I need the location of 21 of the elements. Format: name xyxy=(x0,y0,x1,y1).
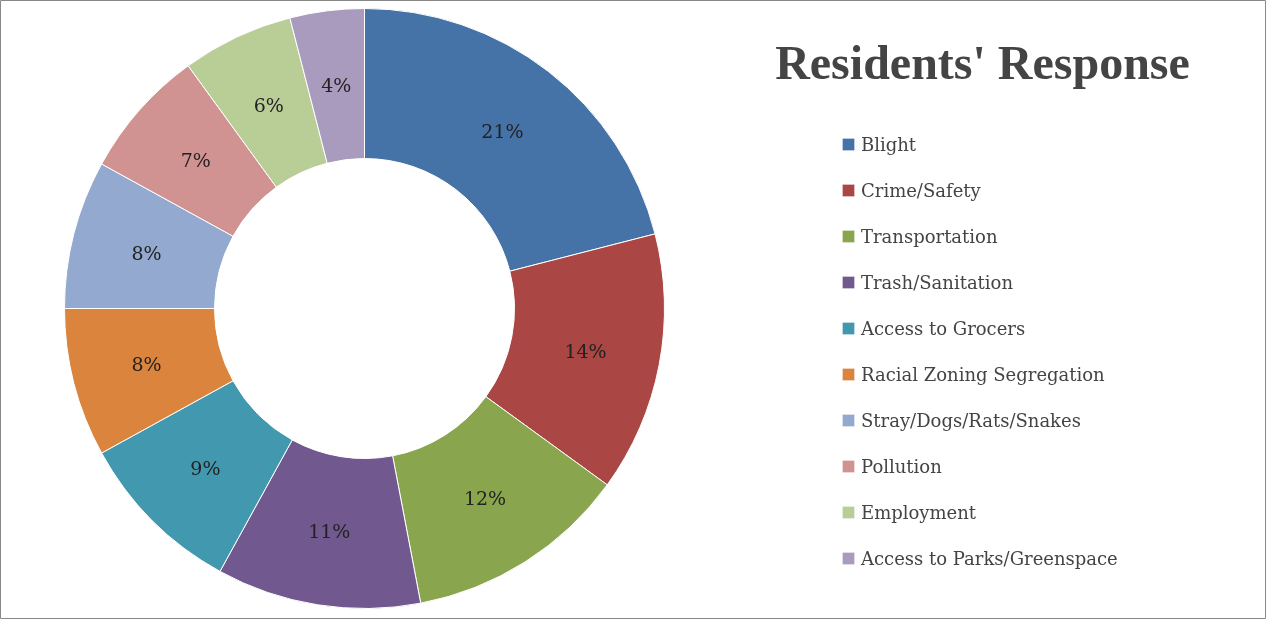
legend-label: Stray/Dogs/Rats/Snakes xyxy=(861,409,1081,431)
legend-label: Racial Zoning Segregation xyxy=(861,363,1105,385)
legend-label: Pollution xyxy=(861,455,942,477)
data-label: 12% xyxy=(463,487,507,510)
data-label: 11% xyxy=(308,519,351,542)
data-label: 8% xyxy=(131,241,162,264)
legend-label: Blight xyxy=(861,133,917,155)
legend-label: Access to Grocers xyxy=(861,317,1026,339)
legend-label: Crime/Safety xyxy=(861,179,981,201)
text: Residents' Response xyxy=(775,36,1190,89)
data-label: 7% xyxy=(180,148,211,171)
legend-label: Transportation xyxy=(861,225,998,247)
legend-label: Employment xyxy=(861,501,977,523)
data-label: 6% xyxy=(253,93,284,116)
data-label: 14% xyxy=(564,339,607,362)
data-label: 4% xyxy=(321,74,352,97)
data-label: 8% xyxy=(131,353,162,376)
legend-label: Access to Parks/Greenspace xyxy=(861,547,1118,569)
data-label: 9% xyxy=(190,456,221,479)
data-label: 21% xyxy=(481,119,524,142)
legend-label: Trash/Sanitation xyxy=(861,271,1014,293)
